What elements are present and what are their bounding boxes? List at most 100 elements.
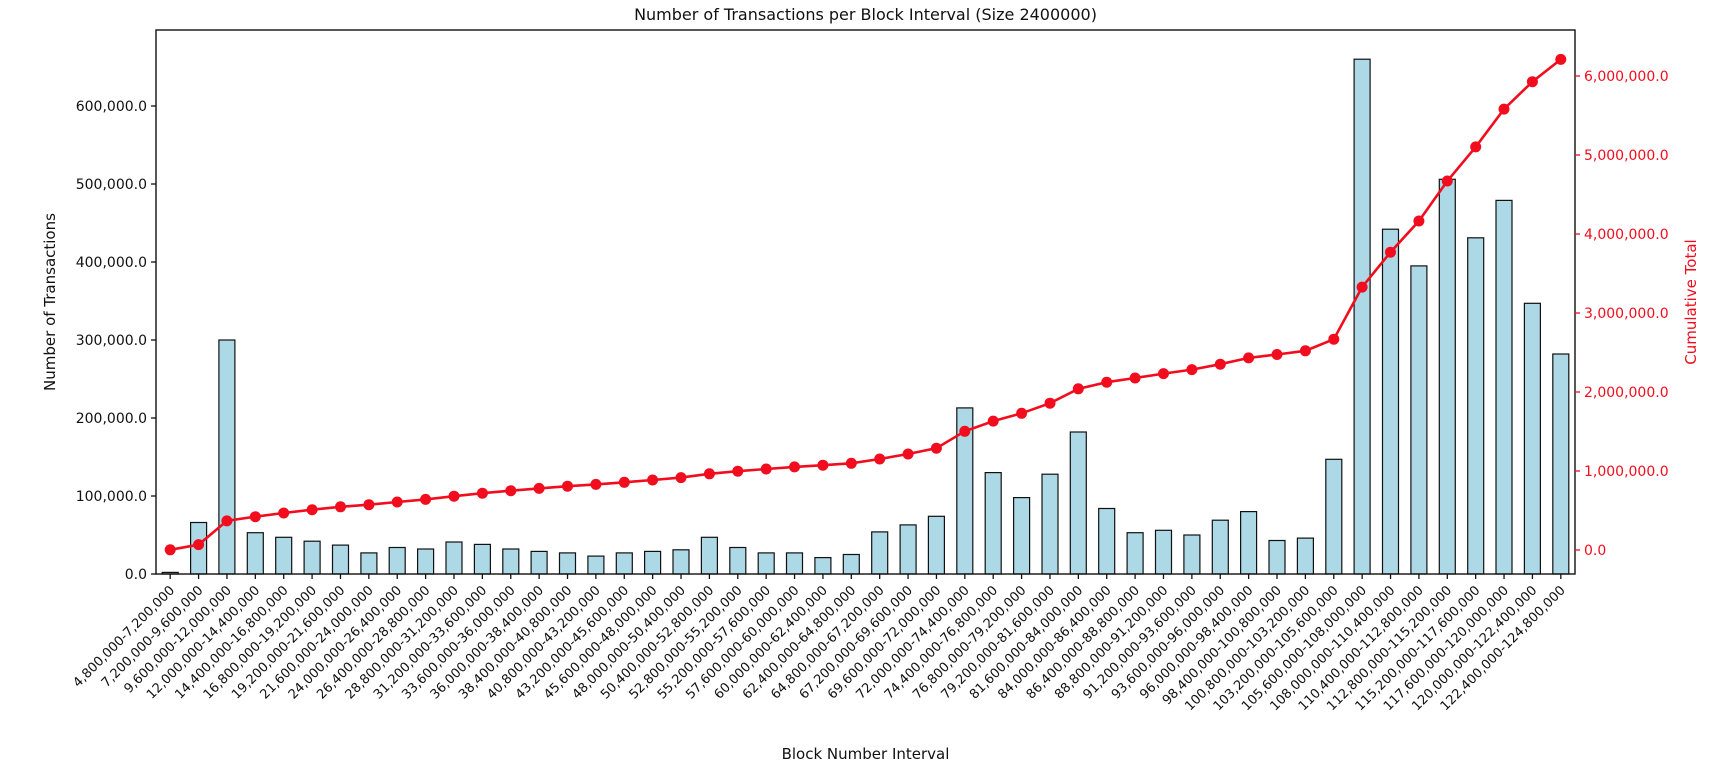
cumulative-point [562, 480, 573, 492]
cumulative-point [1356, 281, 1368, 293]
bar [246, 532, 264, 575]
cumulative-point [391, 496, 403, 508]
cumulative-point [618, 476, 630, 488]
bar [1098, 507, 1116, 575]
y-right-tick-label: 3,000,000.0 [1584, 306, 1669, 322]
cumulative-point [363, 499, 375, 511]
bar [615, 552, 633, 575]
cumulative-point [732, 465, 744, 477]
cumulative-point [1299, 345, 1311, 357]
cumulative-point [647, 474, 659, 486]
y-left-tick-label: 500,000.0 [76, 177, 147, 193]
bar [417, 548, 435, 575]
bar [1041, 473, 1059, 575]
cumulative-point [533, 482, 545, 494]
bar [814, 556, 832, 575]
y-axis-label-left: Number of Transactions [41, 213, 59, 391]
bar [1012, 497, 1031, 575]
bar [757, 552, 775, 575]
y-right-tick-label: 4,000,000.0 [1584, 227, 1669, 243]
cumulative-point [1016, 407, 1028, 419]
cumulative-point [1413, 215, 1425, 227]
bar [275, 536, 293, 575]
cumulative-point [1214, 358, 1226, 370]
y-left-tick-label: 400,000.0 [76, 255, 147, 271]
plot-border [155, 29, 1576, 575]
bar [672, 549, 690, 575]
cumulative-point [874, 453, 886, 465]
bar [899, 524, 917, 575]
bar [388, 546, 406, 575]
cumulative-point [1044, 397, 1056, 409]
bar [729, 546, 747, 575]
cumulative-point [590, 478, 602, 490]
bar [1154, 529, 1173, 575]
bar [1552, 353, 1570, 575]
bar [473, 543, 491, 575]
cumulative-point [420, 493, 432, 505]
bar [587, 555, 605, 575]
cumulative-point [1271, 349, 1283, 360]
x-axis-label: Block Number Interval [781, 745, 950, 763]
cumulative-point [1129, 372, 1141, 384]
bar [502, 548, 520, 575]
cumulative-point [1101, 376, 1113, 388]
cumulative-point [1072, 383, 1084, 395]
bar [1183, 534, 1201, 575]
cumulative-point [1498, 103, 1510, 115]
bar [1523, 302, 1542, 575]
cumulative-point [505, 485, 517, 497]
bar [303, 540, 321, 575]
bar [1211, 519, 1229, 575]
cumulative-point [193, 539, 205, 551]
bar [643, 550, 662, 575]
bar [1381, 228, 1400, 575]
cumulative-point [1186, 364, 1198, 376]
y-left-tick-label: 0.0 [125, 567, 147, 583]
cumulative-line [169, 58, 1562, 552]
cumulative-point [221, 515, 233, 527]
cumulative-point [1441, 175, 1453, 187]
bar [871, 531, 889, 575]
cumulative-point [789, 461, 800, 473]
cumulative-point [476, 487, 488, 499]
cumulative-point [1470, 141, 1482, 153]
bar [1296, 537, 1315, 575]
y-right-tick-label: 6,000,000.0 [1584, 69, 1669, 85]
cumulative-point [164, 544, 176, 556]
cumulative-point [1555, 53, 1567, 65]
y-left-tick-label: 300,000.0 [76, 333, 147, 349]
cumulative-point [1243, 352, 1255, 364]
cumulative-point [335, 501, 346, 513]
bar [218, 339, 236, 575]
chart-title: Number of Transactions per Block Interva… [634, 5, 1097, 24]
cumulative-point [760, 463, 772, 475]
bar [1239, 511, 1258, 575]
cumulative-point [1328, 333, 1340, 345]
bar [700, 536, 719, 575]
bar [1495, 199, 1513, 575]
cumulative-point [703, 468, 715, 480]
cumulative-point [987, 415, 999, 427]
cumulative-point [1158, 368, 1169, 380]
y-left-tick-label: 200,000.0 [76, 411, 147, 427]
bar [1410, 265, 1428, 575]
bar [1126, 532, 1144, 575]
cumulative-point [306, 504, 318, 516]
bar [1353, 58, 1371, 575]
bar [984, 472, 1002, 575]
y-axis-label-right: Cumulative Total [1682, 239, 1700, 365]
bar [1467, 237, 1485, 575]
y-left-tick-label: 600,000.0 [76, 99, 147, 115]
y-right-tick-label: 2,000,000.0 [1584, 385, 1669, 401]
y-right-tick-label: 1,000,000.0 [1584, 464, 1669, 480]
cumulative-point [817, 459, 829, 471]
cumulative-point [902, 448, 914, 460]
bar [1325, 458, 1343, 575]
cumulative-point [1385, 246, 1396, 258]
bar [360, 552, 378, 575]
cumulative-point [249, 511, 261, 523]
bar [558, 552, 577, 575]
